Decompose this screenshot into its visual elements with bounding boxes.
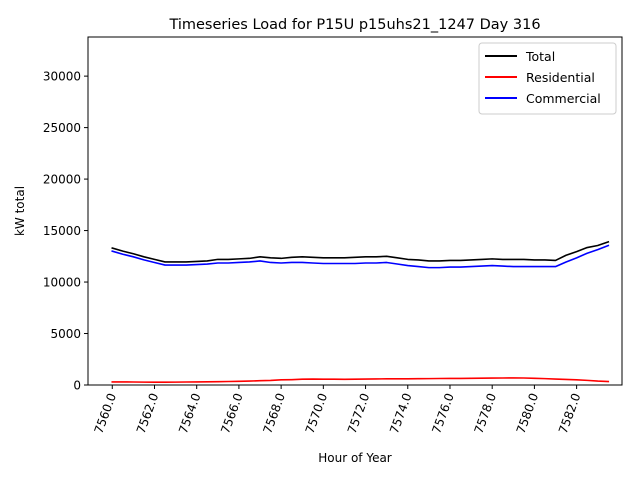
x-axis-label: Hour of Year — [318, 451, 392, 465]
series-line-residential — [111, 377, 610, 384]
legend-label-total: Total — [525, 49, 555, 64]
y-tick-label: 15000 — [43, 224, 81, 238]
legend-label-residential: Residential — [526, 70, 595, 85]
plot-area-frame — [87, 36, 623, 386]
y-tick-label: 25000 — [43, 121, 81, 135]
legend-label-commercial: Commercial — [526, 91, 601, 106]
legend-box — [478, 42, 617, 115]
y-tick-label: 30000 — [43, 70, 81, 84]
chart-title: Timeseries Load for P15U p15uhs21_1247 D… — [168, 17, 540, 33]
y-axis-label: kW total — [13, 186, 27, 236]
series-line-total — [111, 240, 610, 263]
y-tick-label: 0 — [73, 379, 81, 393]
y-tick-label: 5000 — [50, 327, 81, 341]
y-tick-label: 20000 — [43, 173, 81, 187]
y-axis: 0 5000 10000 15000 20000 25000 30000 — [43, 70, 88, 393]
series-line-commercial — [111, 244, 610, 269]
series-layer — [111, 240, 610, 384]
legend: Total Residential Commercial — [478, 42, 617, 115]
y-tick-label: 10000 — [43, 276, 81, 290]
